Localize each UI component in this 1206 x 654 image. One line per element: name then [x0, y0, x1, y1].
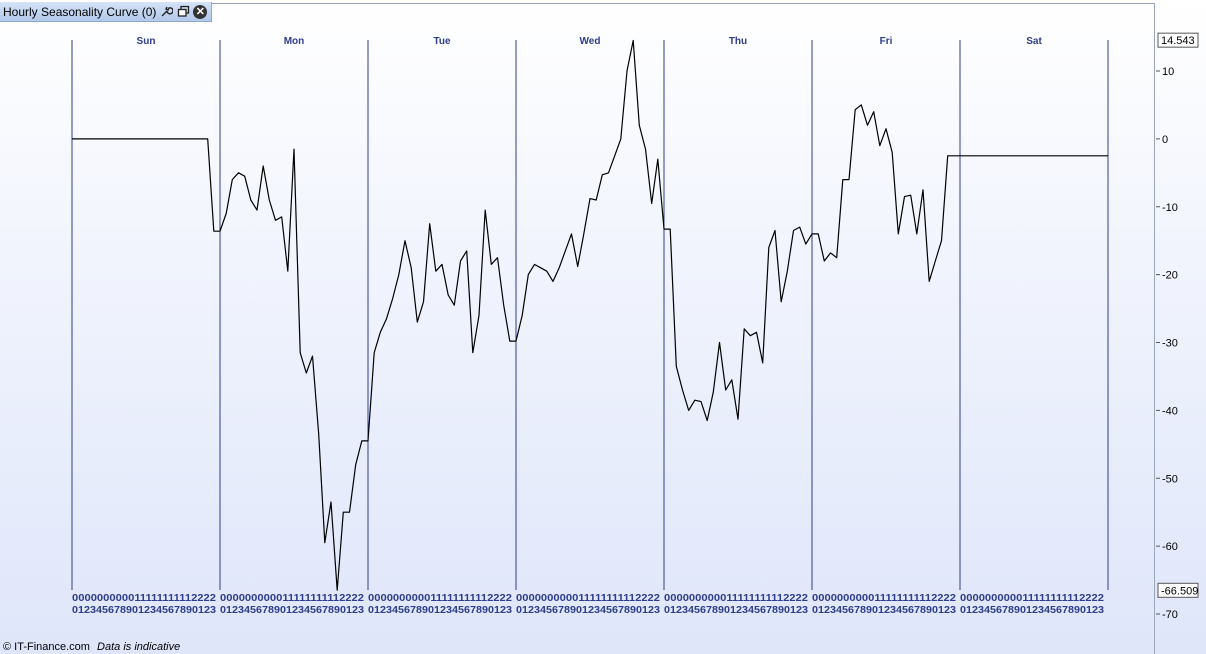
window-title: Hourly Seasonality Curve (0) — [3, 4, 157, 19]
day-label: Tue — [433, 36, 450, 47]
hour-tick-ones: 012345678901234567890123 — [220, 605, 364, 616]
min-value-box-rect — [1157, 582, 1199, 598]
y-tick-label: -10 — [1162, 202, 1178, 214]
restore-window-icon[interactable] — [176, 5, 190, 19]
hour-tick-tens: 000000000011111111112222 — [664, 593, 808, 604]
y-tick-label: -30 — [1162, 338, 1178, 350]
y-tick-label: 10 — [1162, 66, 1174, 78]
y-tick-label: 0 — [1162, 134, 1168, 146]
day-label: Sat — [1026, 36, 1042, 47]
window-title-tab[interactable]: Hourly Seasonality Curve (0) ✕ — [0, 2, 213, 22]
wrench-icon[interactable] — [159, 5, 173, 19]
day-label: Wed — [580, 36, 601, 47]
copyright-text: © IT-Finance.com — [3, 641, 90, 653]
min-value-box-label: -66.509 — [1161, 585, 1198, 597]
max-value-box-label: 14.543 — [1161, 35, 1195, 47]
hour-tick-ones: 012345678901234567890123 — [664, 605, 808, 616]
hour-tick-tens: 000000000011111111112222 — [72, 593, 216, 604]
day-label: Mon — [284, 36, 305, 47]
y-tick-label: -40 — [1162, 405, 1178, 417]
min-value-box: -66.509 — [1157, 582, 1199, 598]
series-line — [72, 39, 1108, 591]
max-value-box: 14.543 — [1157, 32, 1199, 48]
max-value-box-rect — [1157, 32, 1199, 48]
hour-tick-ones: 012345678901234567890123 — [368, 605, 512, 616]
y-tick-label: -50 — [1162, 473, 1178, 485]
hour-tick-tens: 000000000011111111112222 — [812, 593, 956, 604]
hour-tick-ones: 012345678901234567890123 — [960, 605, 1104, 616]
hour-tick-tens: 000000000011111111112222 — [368, 593, 512, 604]
hour-tick-ones: 012345678901234567890123 — [72, 605, 216, 616]
hour-tick-tens: 000000000011111111112222 — [960, 593, 1104, 604]
chart-frame — [0, 3, 1155, 654]
y-tick-label: -20 — [1162, 270, 1178, 282]
hour-tick-ones: 012345678901234567890123 — [516, 605, 660, 616]
close-icon[interactable]: ✕ — [193, 4, 208, 19]
hour-tick-ones: 012345678901234567890123 — [812, 605, 956, 616]
hour-tick-tens: 000000000011111111112222 — [516, 593, 660, 604]
disclaimer-text: Data is indicative — [97, 641, 181, 653]
footer: © IT-Finance.com Data is indicative — [3, 641, 180, 653]
hour-tick-tens: 000000000011111111112222 — [220, 593, 364, 604]
day-label: Fri — [880, 36, 893, 47]
day-label: Sun — [137, 36, 156, 47]
day-label: Thu — [729, 36, 747, 47]
y-tick-label: -60 — [1162, 541, 1178, 553]
y-tick-label: -70 — [1162, 609, 1178, 621]
